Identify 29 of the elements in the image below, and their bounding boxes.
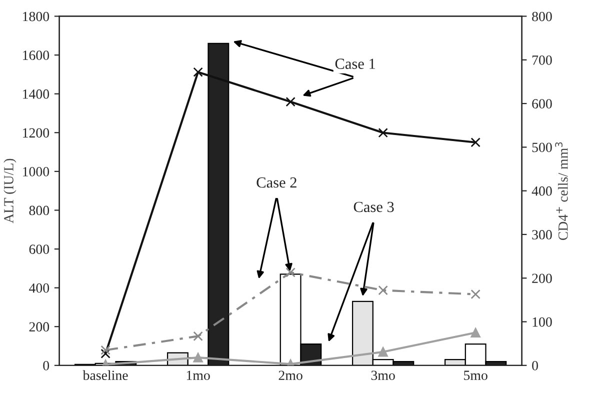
- annotation: Case 3: [354, 202, 394, 212]
- annotation: Case 2: [256, 177, 296, 188]
- y2-tick-label: 0: [532, 360, 538, 370]
- x-tick-label: 1mo: [186, 370, 210, 380]
- y-tick-label: 1600: [23, 50, 50, 60]
- y2-axis-title: CD4$^{+}$ cells/ mm$^{3}$: [555, 142, 568, 240]
- y-axis-title: ALT (IU/L): [4, 158, 16, 224]
- annotation: Case 1: [335, 58, 375, 69]
- y-tick-label: 200: [29, 322, 50, 332]
- y-tick-label: 1800: [23, 12, 50, 22]
- y-tick-label: 600: [29, 244, 50, 254]
- x-tick-label: 2mo: [278, 370, 302, 380]
- y-tick-label: 400: [29, 283, 50, 293]
- y2-tick-label: 800: [532, 12, 552, 22]
- y2-tick-label: 200: [532, 274, 552, 284]
- y-tick-label: 800: [29, 206, 50, 216]
- y-tick-label: 1000: [23, 167, 50, 176]
- y2-tick-label: 400: [532, 186, 552, 196]
- y2-tick-label: 500: [532, 142, 552, 152]
- x-tick-label: 3mo: [371, 370, 395, 380]
- y-tick-label: 1400: [23, 89, 50, 99]
- y2-tick-label: 700: [532, 55, 552, 65]
- x-tick-label: baseline: [82, 370, 128, 380]
- y2-tick-label: 600: [532, 99, 552, 108]
- y2-tick-label: 300: [532, 230, 552, 240]
- x-tick-label: 5mo: [464, 370, 488, 380]
- y2-tick-label: 100: [532, 317, 552, 327]
- y-tick-label: 0: [43, 360, 50, 370]
- y-tick-label: 1200: [23, 128, 50, 138]
